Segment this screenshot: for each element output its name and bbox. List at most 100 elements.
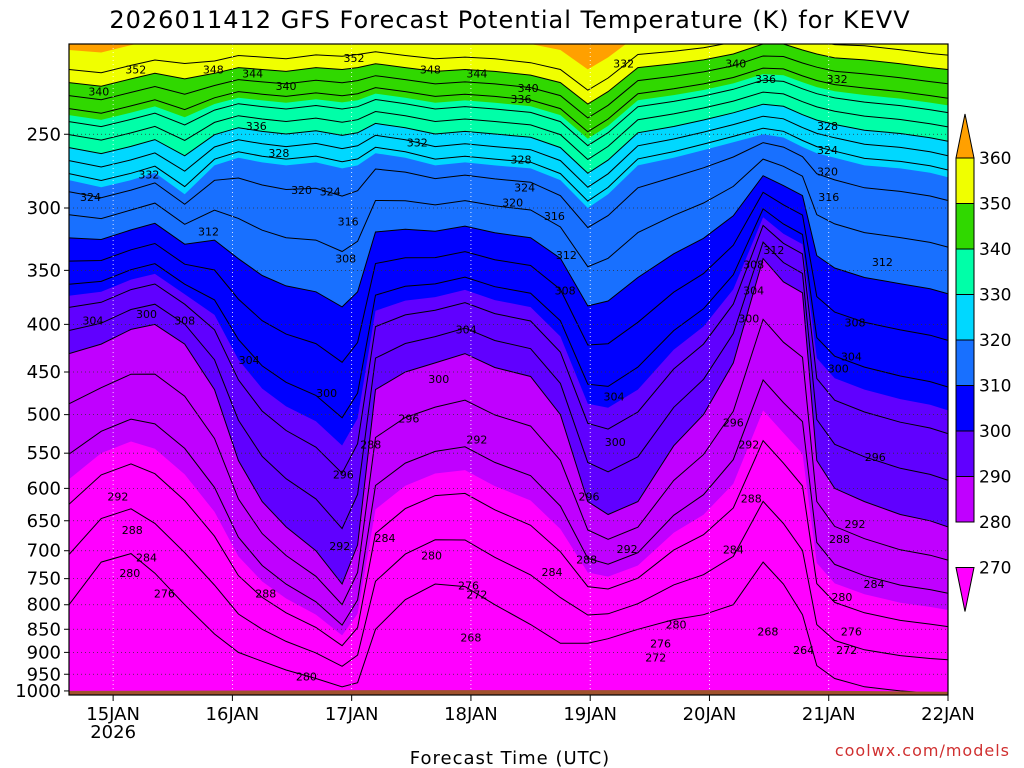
- colorbar-swatch: [955, 385, 975, 432]
- x-tick-label: 20JAN: [683, 704, 737, 725]
- colorbar-swatch: [955, 157, 975, 204]
- contour-label: 340: [276, 80, 297, 93]
- contour-label: 324: [817, 144, 838, 157]
- surface-ground: [69, 690, 948, 695]
- contour-label: 324: [320, 185, 341, 198]
- contour-label: 320: [817, 165, 838, 178]
- contour-label: 324: [80, 191, 101, 204]
- y-tick-label: 750: [27, 569, 61, 590]
- contour-302: [69, 208, 948, 419]
- colorbar-label: 340: [979, 240, 1011, 260]
- x-tick-label: 22JAN: [921, 704, 975, 725]
- contour-label: 292: [107, 490, 128, 503]
- y-tick-label: 1000: [15, 681, 61, 702]
- contour-314: [69, 158, 948, 268]
- contour-318: [69, 142, 948, 229]
- contour-label: 288: [741, 492, 762, 505]
- time-axis: 15JAN 16JAN 17JAN 18JAN 19JAN 20JAN 21JAN 22JAN…: [86, 695, 975, 743]
- contour-354: [69, 44, 948, 91]
- contour-label: 280: [296, 670, 317, 683]
- x-tick-label: 18JAN: [444, 704, 498, 725]
- contour-label: 328: [268, 147, 289, 160]
- contour-label: 296: [723, 417, 744, 430]
- contour-label: 296: [579, 490, 600, 503]
- contour-label: 320: [502, 197, 523, 210]
- contour-label: 344: [242, 67, 263, 80]
- y-tick-label: 550: [27, 443, 61, 464]
- contour-label: 284: [864, 578, 885, 591]
- contour-label: 276: [650, 637, 671, 650]
- colorbar-label: 320: [979, 331, 1011, 351]
- contour-label: 316: [544, 210, 565, 223]
- x-tick-label: 19JAN: [563, 704, 617, 725]
- color-band-360: [69, 44, 626, 70]
- y-tick-label: 850: [27, 619, 61, 640]
- contour-294: [69, 241, 948, 530]
- contour-label: 288: [122, 524, 143, 537]
- colorbar-low-arrow: [955, 567, 975, 612]
- contour-label: 304: [456, 323, 477, 336]
- contour-label: 312: [872, 256, 893, 269]
- contour-label: 312: [763, 244, 784, 257]
- y-tick-label: 650: [27, 511, 61, 532]
- x-tick-label: 17JAN: [325, 704, 379, 725]
- color-bands: [69, 44, 948, 693]
- contour-label: 348: [203, 63, 224, 76]
- contour-label: 304: [239, 354, 260, 367]
- contour-label: 308: [174, 314, 195, 327]
- contour-322: [69, 127, 948, 202]
- contour-label: 316: [818, 191, 839, 204]
- contour-label: 276: [841, 626, 862, 639]
- contour-label: 268: [460, 632, 481, 645]
- colorbar-label: 290: [979, 468, 1011, 488]
- x-tick-label: 15JAN: [86, 704, 140, 725]
- colorbar-label: 310: [979, 377, 1011, 397]
- contour-286: [69, 318, 948, 606]
- colorbar-label: 330: [979, 286, 1011, 306]
- contour-label: 336: [511, 93, 532, 106]
- colorbar-label: 350: [979, 195, 1011, 215]
- contour-label: 276: [154, 587, 175, 600]
- y-tick-label: 350: [27, 260, 61, 281]
- contour-label: 320: [291, 184, 312, 197]
- contour-label: 308: [335, 253, 356, 266]
- pressure-axis: 2503003504004505005506006507007508008509…: [15, 124, 69, 702]
- x-tick-year: 2026: [90, 722, 136, 743]
- contour-label: 284: [542, 566, 563, 579]
- contour-label: 336: [755, 73, 776, 86]
- colorbar-label: 360: [979, 149, 1011, 169]
- colorbar-swatch: [955, 430, 975, 477]
- contour-label: 288: [360, 438, 381, 451]
- contour-326: [69, 115, 948, 188]
- contour-label: 332: [613, 58, 634, 71]
- contour-label: 300: [738, 312, 759, 325]
- contour-label: 300: [136, 308, 157, 321]
- contour-label: 296: [333, 469, 354, 482]
- contour-label: 312: [556, 249, 577, 262]
- contour-label: 304: [743, 285, 764, 298]
- colorbar-swatch: [955, 339, 975, 386]
- contour-278: [69, 439, 948, 647]
- colorbar-label: 300: [979, 422, 1011, 442]
- contour-310: [69, 175, 948, 308]
- contour-274: [69, 500, 948, 667]
- contour-label: 300: [828, 362, 849, 375]
- contour-label: 312: [198, 226, 219, 239]
- contour-label: 324: [514, 181, 535, 194]
- contour-label: 348: [420, 63, 441, 76]
- color-band-350: [69, 44, 948, 104]
- contour-label: 284: [375, 532, 396, 545]
- contour-label: 292: [329, 540, 350, 553]
- contour-label: 304: [82, 314, 103, 327]
- y-tick-label: 400: [27, 314, 61, 335]
- x-tick-label: 16JAN: [206, 704, 260, 725]
- contour-label: 296: [865, 451, 886, 464]
- contour-label: 332: [827, 73, 848, 86]
- colorbar-high-arrow: [955, 113, 975, 159]
- contour-label: 276: [458, 580, 479, 593]
- contour-label: 272: [645, 652, 666, 665]
- contour-label: 268: [757, 626, 778, 639]
- contour-342: [69, 67, 948, 133]
